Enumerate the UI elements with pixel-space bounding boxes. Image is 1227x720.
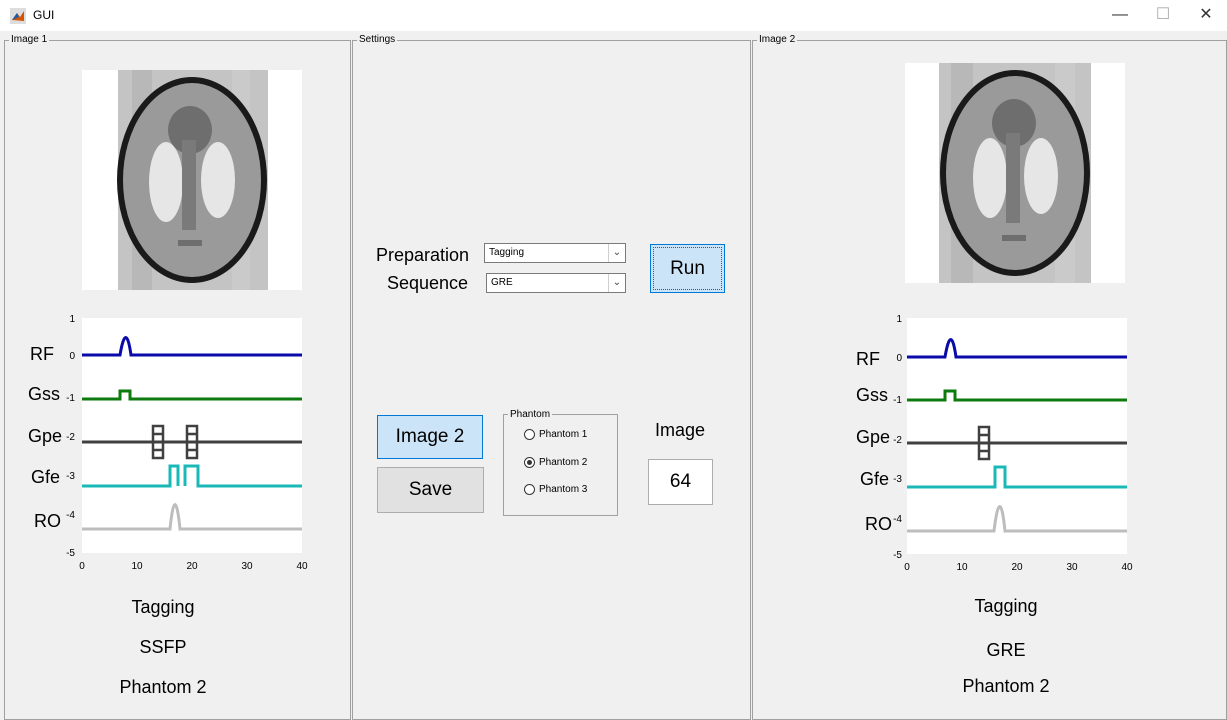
image1-caption-phantom: Phantom 2: [119, 677, 207, 697]
x-tick: 30: [1066, 562, 1078, 573]
phantom-group: Phantom: [503, 409, 618, 516]
y-tick: 0: [69, 351, 75, 362]
y-tick: -4: [893, 514, 902, 525]
y-tick: -2: [893, 435, 902, 446]
y-tick: -1: [66, 393, 75, 404]
radio-selected-icon: [524, 457, 535, 468]
close-button[interactable]: ✕: [1199, 6, 1213, 23]
image1-sequence-plot: 1 0 -1 -2 -3 -4 -5 0 10 20 30 40 RF Gss …: [28, 314, 308, 572]
image1-caption-seq: SSFP: [139, 637, 187, 657]
y-tick: -1: [893, 395, 902, 406]
rf-trace: [907, 338, 1127, 359]
x-tick: 10: [956, 562, 968, 573]
y-tick: -3: [893, 474, 902, 485]
sequence-label: Sequence: [387, 273, 469, 293]
image1-caption-prep: Tagging: [131, 597, 195, 617]
channel-label-ro: RO: [34, 511, 61, 531]
x-tick: 0: [904, 562, 910, 573]
image2-caption-seq: GRE: [986, 640, 1026, 660]
maximize-button[interactable]: ☐: [1155, 6, 1171, 23]
gpe-pulses: [151, 424, 199, 460]
title-bar: GUI — ☐ ✕: [0, 0, 1227, 31]
channel-label-gpe: Gpe: [28, 426, 62, 446]
image-label: Image: [655, 420, 706, 440]
matlab-icon: [10, 8, 26, 24]
preparation-label: Preparation: [376, 245, 470, 265]
gfe-trace: [82, 464, 302, 488]
y-tick: -2: [66, 432, 75, 443]
preparation-value: Tagging: [489, 247, 525, 258]
channel-label-rf: RF: [856, 349, 880, 369]
x-tick: 10: [131, 561, 143, 572]
phantom-option-label: Phantom 2: [539, 457, 588, 469]
y-tick: -3: [66, 471, 75, 482]
image1-phantom-image: [82, 70, 302, 290]
settings-panel-label: Settings: [357, 34, 398, 46]
phantom-option-label: Phantom 1: [539, 429, 588, 441]
ro-trace: [82, 503, 302, 531]
x-tick: 40: [296, 561, 308, 572]
image1-panel-label: Image 1: [9, 34, 50, 46]
sequence-value: GRE: [491, 277, 513, 288]
x-tick: 20: [1011, 562, 1023, 573]
channel-label-ro: RO: [865, 514, 892, 534]
x-tick: 40: [1121, 562, 1133, 573]
x-tick: 0: [79, 561, 85, 572]
y-tick: -4: [66, 510, 75, 521]
phantom-option-label: Phantom 3: [539, 484, 588, 496]
image2-caption-prep: Tagging: [974, 596, 1038, 616]
channel-label-gpe: Gpe: [856, 427, 890, 447]
x-tick: 30: [241, 561, 253, 572]
image2-panel-label: Image 2: [757, 34, 798, 46]
radio-icon: [524, 429, 535, 440]
phantom-option-2[interactable]: Phantom 2: [524, 457, 587, 468]
gfe-trace: [907, 465, 1127, 489]
y-tick: -5: [893, 550, 902, 561]
channel-label-gfe: Gfe: [860, 469, 889, 489]
chevron-down-icon: ⌄: [608, 274, 625, 292]
window-title: GUI: [33, 8, 55, 22]
image2-caption-phantom: Phantom 2: [962, 676, 1050, 696]
y-tick: 1: [896, 314, 902, 325]
image-number-field[interactable]: 64: [648, 459, 713, 505]
ro-trace: [907, 505, 1127, 533]
gss-trace: [907, 389, 1127, 402]
phantom-option-3[interactable]: Phantom 3: [524, 484, 587, 495]
image2-sequence-plot: 1 0 -1 -2 -3 -4 -5 0 10 20 30 40 RF Gss …: [856, 314, 1133, 573]
channel-label-gss: Gss: [856, 385, 888, 405]
gss-trace: [82, 389, 302, 401]
channel-label-gss: Gss: [28, 384, 60, 404]
settings-panel: Settings: [352, 34, 751, 720]
rf-trace: [82, 336, 302, 357]
y-tick: -5: [66, 548, 75, 559]
phantom-group-label: Phantom: [508, 409, 553, 421]
radio-icon: [524, 484, 535, 495]
sequence-dropdown[interactable]: GRE ⌄: [486, 273, 626, 293]
gpe-pulses: [977, 425, 991, 461]
channel-label-gfe: Gfe: [31, 467, 60, 487]
image2-phantom-image: [905, 63, 1125, 283]
preparation-dropdown[interactable]: Tagging ⌄: [484, 243, 626, 263]
image2-button[interactable]: Image 2: [377, 415, 483, 459]
save-button[interactable]: Save: [377, 467, 484, 513]
y-tick: 1: [69, 314, 75, 325]
run-button[interactable]: Run: [650, 244, 725, 293]
chevron-down-icon: ⌄: [608, 244, 625, 262]
x-tick: 20: [186, 561, 198, 572]
minimize-button[interactable]: —: [1112, 6, 1128, 23]
y-tick: 0: [896, 353, 902, 364]
phantom-option-1[interactable]: Phantom 1: [524, 429, 587, 440]
channel-label-rf: RF: [30, 344, 54, 364]
